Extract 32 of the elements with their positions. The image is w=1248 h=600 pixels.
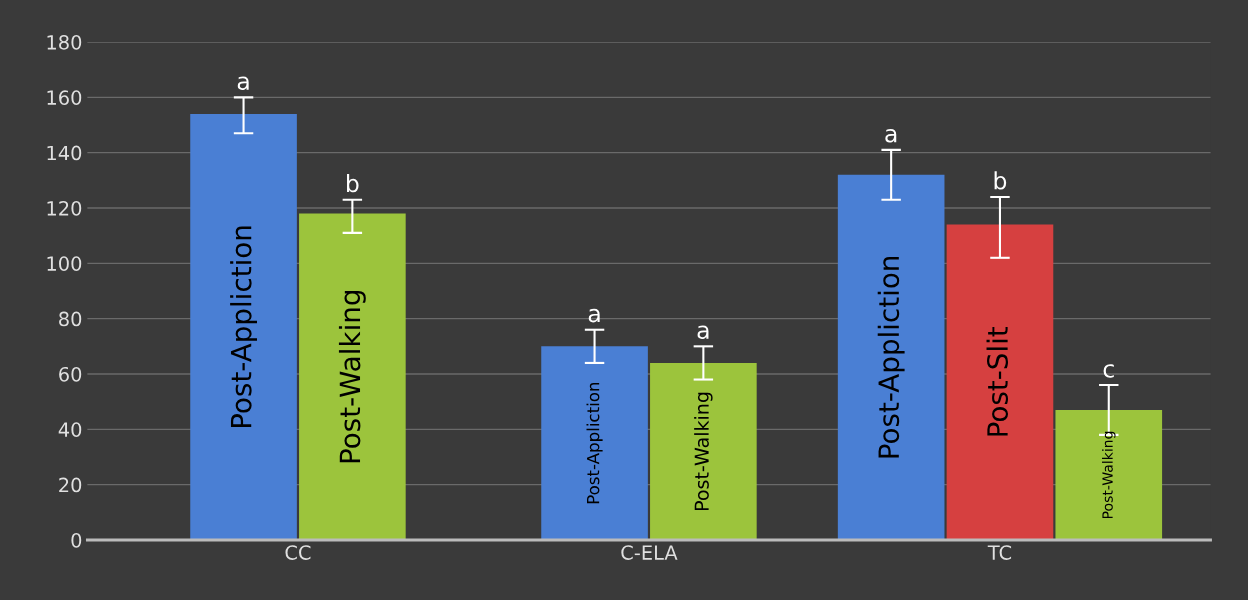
y-tick-label: 100 [47,256,82,271]
text: Post-Walking [338,291,366,463]
x-tick-label: TC [987,545,1012,560]
series-label: Post-Appliction [586,382,603,504]
series-label: Post-Walking [1102,431,1116,519]
y-tick-label: 20 [59,477,82,493]
annotation: a [697,325,709,339]
x-tick-label: CC [285,545,311,560]
annotation: a [885,128,897,143]
y-tick-label: 180 [47,34,82,50]
bar [650,362,757,540]
y-tick-label: 120 [47,200,82,216]
text: Post-Appliction [230,226,257,428]
text: Post-Appliction [877,256,905,458]
y-tick-label: 140 [47,145,82,161]
y-tick-label: 60 [59,366,82,382]
series-label: Post-Slit [986,326,1009,436]
bar [541,346,648,540]
x-tick-label: C-ELA [621,545,678,560]
annotation: b [994,171,1007,190]
bar [299,213,406,540]
annotation: c [1103,364,1114,378]
y-tick-label: 80 [59,311,82,327]
y-tick-label: 160 [47,90,82,105]
y-tick-label: 40 [58,422,82,437]
bar [946,224,1054,540]
bar [190,113,297,540]
text: Post-Walking [694,392,713,511]
annotation: a [237,76,249,90]
annotation: b [347,174,359,193]
annotation: a [588,308,600,323]
y-tick-label: 0 [71,532,82,548]
